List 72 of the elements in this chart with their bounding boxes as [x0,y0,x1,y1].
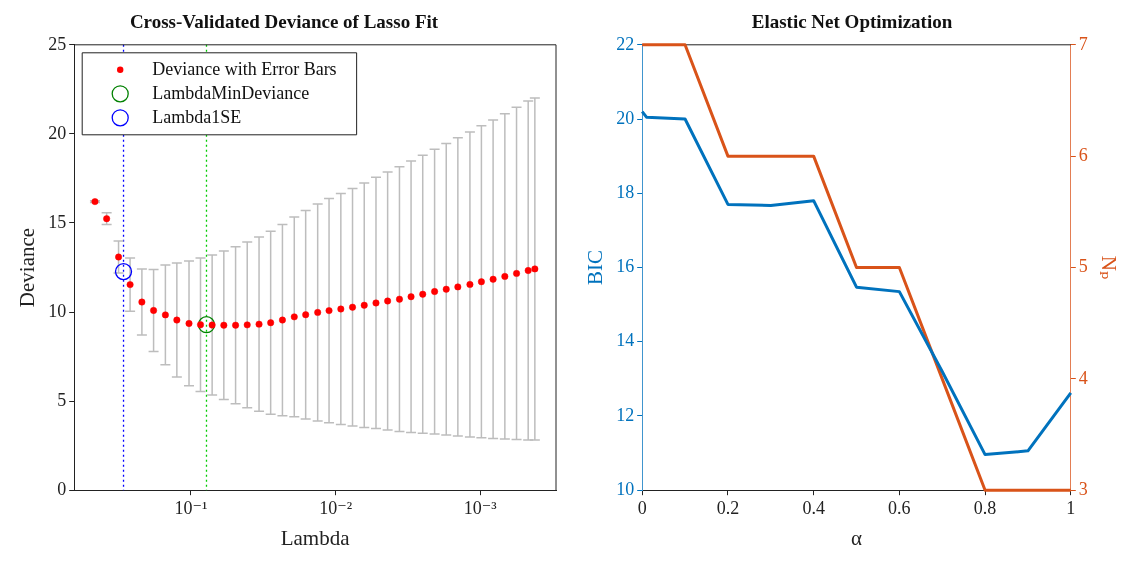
y-tick-label: 25 [48,33,67,54]
point [314,308,322,316]
point [454,283,462,291]
point [524,267,532,274]
point [360,301,368,309]
point [466,280,474,288]
x-tick-label: 0.8 [973,497,997,518]
legend-label: Deviance with Error Bars [152,58,337,79]
y-tick-label: 12 [616,404,635,425]
point [396,295,403,303]
point [419,290,427,298]
y2-tick-label: 3 [1078,478,1088,499]
x-tick-label: 0.4 [802,497,825,518]
y-tick-label: 5 [57,389,67,410]
point [138,298,146,306]
point [302,311,310,319]
point [185,319,193,327]
x-tick-label: 0.2 [716,497,740,518]
x-tick-label: 1 [1066,497,1076,518]
point [255,320,263,328]
point [290,313,298,321]
x-tick-label: 10⁻³ [463,497,498,518]
point [150,306,158,314]
y2-axis-title: Nₚ [1096,255,1121,280]
y2-tick-label: 6 [1078,144,1088,165]
chart-title: Cross-Validated Deviance of Lasso Fit [129,11,439,33]
x-tick-label: 0.6 [888,497,911,518]
y-tick-label: 18 [616,182,635,202]
point [243,321,251,329]
point [161,311,169,319]
x-axis-title: α [850,525,863,550]
point [267,319,275,327]
point [115,253,123,261]
point [513,269,520,277]
y-tick-label: 22 [616,33,635,54]
point [126,281,134,289]
point [197,321,204,329]
point [232,321,240,329]
point [220,321,228,329]
y-tick-label: 10 [616,478,635,499]
point [477,278,485,286]
x-tick-label: 10⁻² [319,497,353,518]
chart-title: Elastic Net Optimization [751,11,953,33]
point [278,316,286,324]
y-tick-label: 16 [616,256,635,277]
y-axis-title: Deviance [15,227,40,308]
y2-tick-label: 4 [1078,367,1088,388]
y-tick-label: 20 [48,122,67,143]
legend-label: Lambda1SE [152,106,242,127]
y-tick-label: 14 [616,330,635,351]
point [173,316,181,324]
y-tick-label: 10 [48,300,67,321]
point [442,285,450,293]
x-tick-label: 10⁻¹ [174,497,208,518]
legend-label: LambdaMinDeviance [152,82,310,103]
point [489,275,497,283]
y-tick-label: 15 [48,211,67,232]
y-tick-label: 0 [57,478,67,499]
point [384,297,392,305]
y2-tick-label: 5 [1078,256,1088,277]
point [337,305,345,313]
point [431,288,439,295]
y2-tick-label: 7 [1078,33,1088,54]
y-tick-label: 20 [616,107,635,128]
point [407,293,415,301]
point [325,307,333,315]
point [208,321,216,329]
x-axis-title: Lambda [280,525,351,550]
point [349,303,356,311]
point [372,299,380,307]
point [501,272,509,280]
y-axis-title: BIC [583,249,608,286]
